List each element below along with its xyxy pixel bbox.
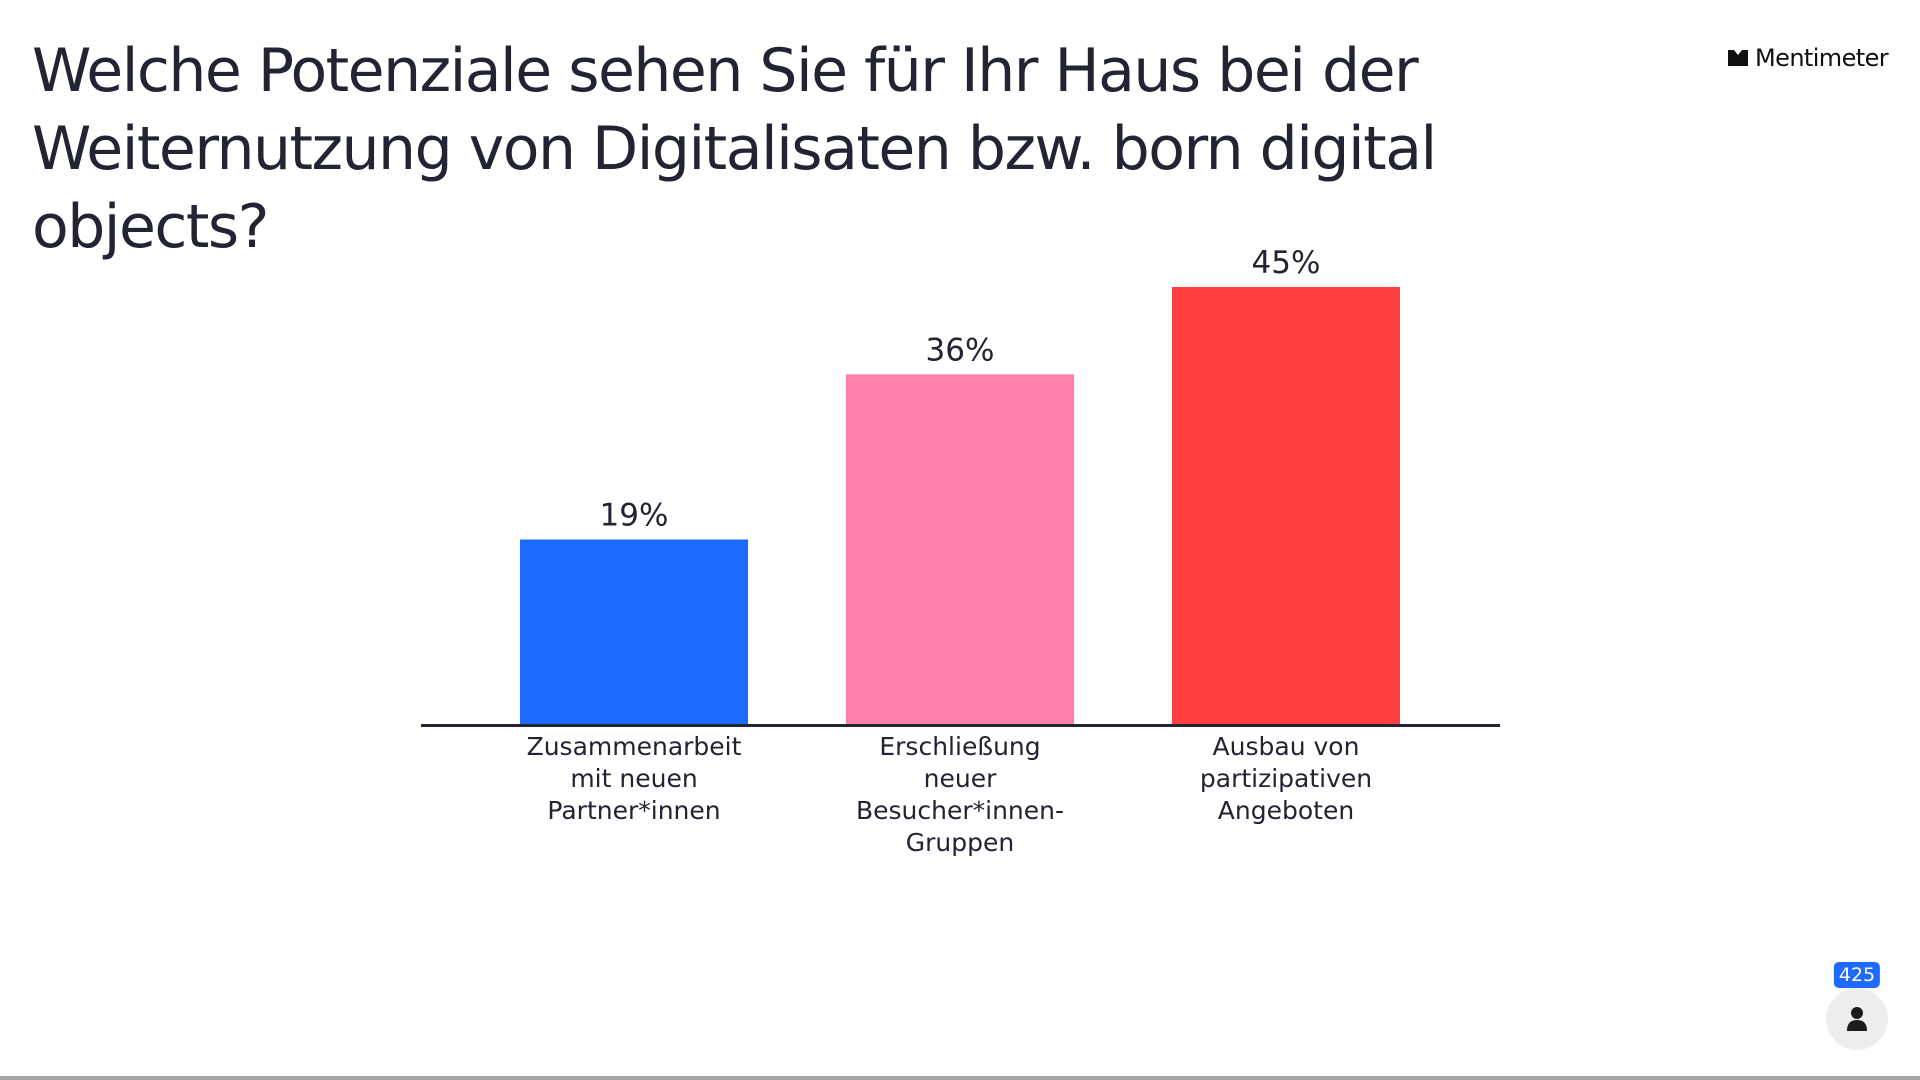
category-label-line: partizipativen [1200,764,1372,793]
mentimeter-logo-icon [1728,50,1749,66]
data-label-2: 36% [926,332,995,368]
category-label-3: Ausbau von partizipativen Angeboten [1200,732,1372,825]
data-label-1: 19% [600,497,669,533]
brand-name: Mentimeter [1755,44,1889,72]
participants-button[interactable] [1826,988,1888,1050]
category-label-line: Besucher*innen- [856,796,1064,825]
participant-counter[interactable]: 425 [1826,962,1888,1050]
data-label-3: 45% [1252,245,1321,281]
category-label-line: Erschließung [879,732,1040,761]
bar-3 [1172,287,1400,724]
bar-2 [846,374,1074,724]
category-label-line: neuer [924,764,997,793]
category-label-1: Zusammenarbeit mit neuen Partner*innen [527,732,742,825]
category-label-line: mit neuen [570,764,697,793]
person-icon [1847,1007,1867,1031]
participant-count-badge: 425 [1833,962,1881,988]
bottom-divider [0,1076,1920,1080]
category-label-line: Gruppen [906,828,1014,857]
category-label-2: Erschließung neuer Besucher*innen- Gruppen [856,732,1064,857]
category-label-line: Ausbau von [1213,732,1360,761]
category-label-line: Angeboten [1218,796,1354,825]
question-title: Welche Potenziale sehen Sie für Ihr Haus… [32,36,1437,262]
bar-1 [520,539,748,724]
category-label-line: Partner*innen [547,796,720,825]
brand-logo: Mentimeter [1727,44,1889,72]
category-label-line: Zusammenarbeit [527,732,742,761]
